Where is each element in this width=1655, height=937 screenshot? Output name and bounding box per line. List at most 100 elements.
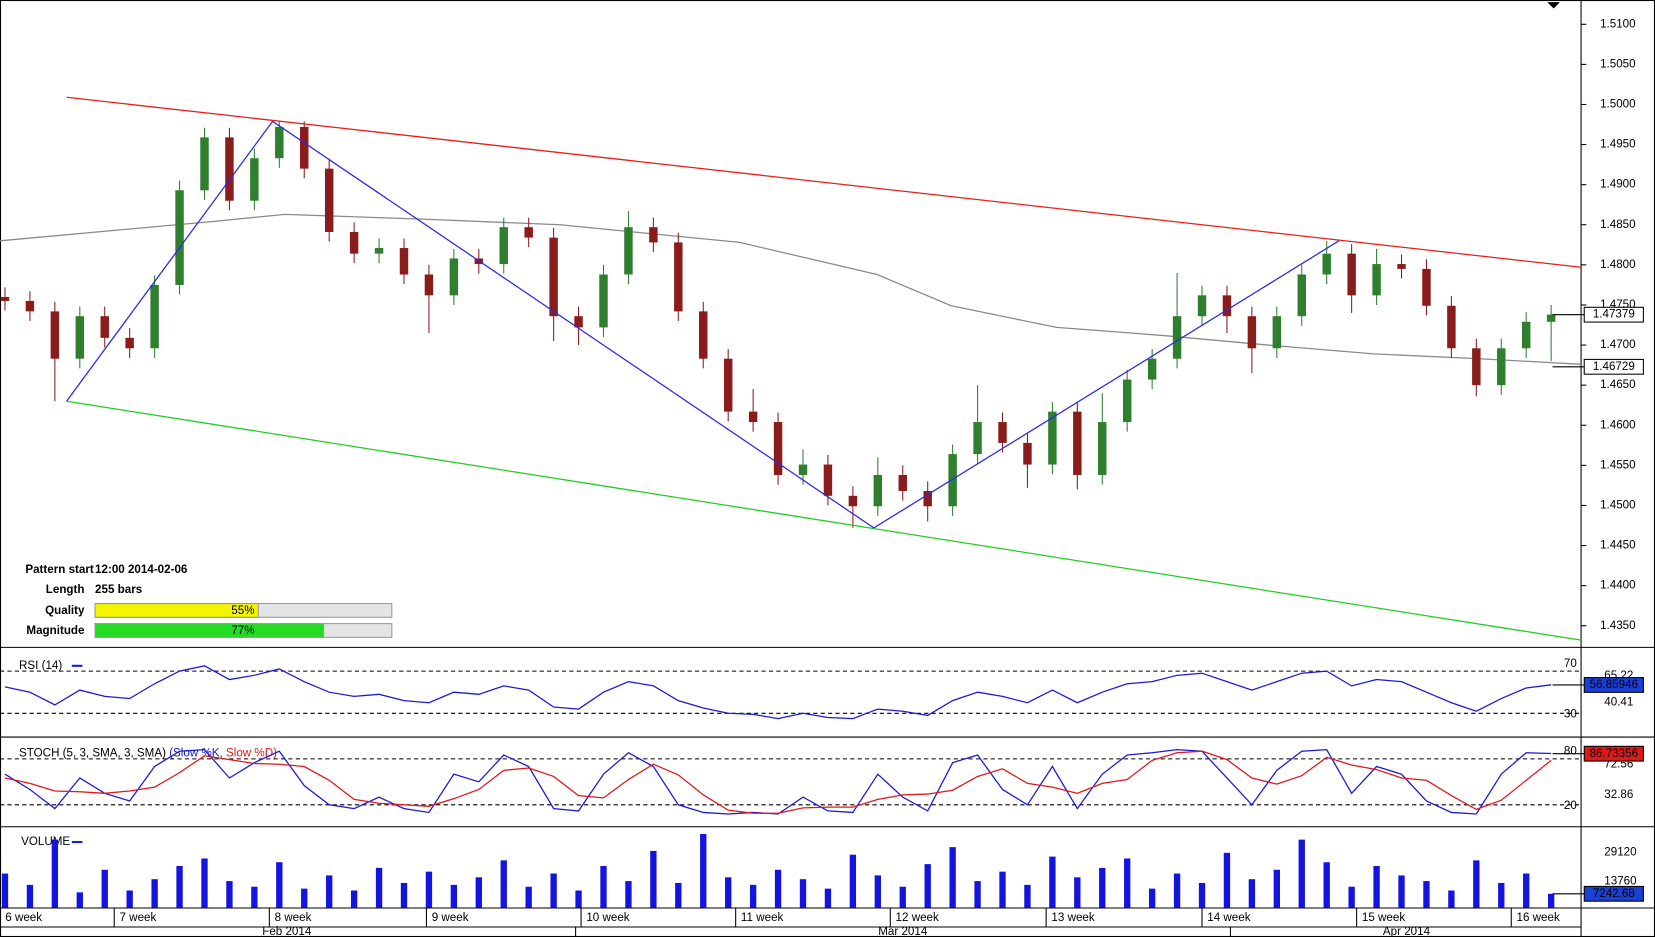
candle-body (50, 311, 60, 359)
x-tick-label: 8 week (275, 911, 312, 924)
y-tick-label: 1.4400 (1600, 579, 1636, 592)
month-label: Mar 2014 (878, 925, 928, 937)
candle-body (0, 296, 10, 301)
volume-bar (350, 890, 358, 908)
trend-line (66, 400, 1582, 641)
value-box-label: 7242.68 (1593, 887, 1635, 900)
candle-body (150, 284, 159, 349)
volume-bar (899, 886, 906, 908)
y-tick-label: 1.4850 (1600, 218, 1636, 231)
volume-bar (725, 877, 732, 908)
volume-bar (1398, 875, 1405, 908)
candle-body (649, 227, 658, 243)
candle-body (1048, 411, 1057, 465)
volume-bar (874, 875, 881, 908)
candle-body (1023, 442, 1032, 465)
candle-body (798, 464, 808, 475)
volume-bar (276, 862, 283, 908)
volume-bar (151, 879, 158, 908)
volume-bar (1298, 839, 1305, 908)
y-tick-label: 1.4450 (1600, 539, 1636, 552)
level-label: 80 (1564, 745, 1577, 758)
length: 255 bars (95, 583, 142, 596)
volume-bar (999, 871, 1006, 908)
y-tick-label: 13760 (1604, 875, 1636, 888)
volume-bar (550, 873, 557, 908)
candle-body (549, 237, 558, 317)
volume-bar (849, 854, 857, 908)
quality-bar (94, 603, 259, 618)
candle-body (349, 231, 359, 254)
candle-body (75, 316, 85, 359)
candle-body (1372, 264, 1381, 296)
candle-body (374, 248, 384, 254)
quality-label: Quality (45, 604, 85, 617)
value-box (1583, 677, 1644, 693)
y-tick-label: 1.4800 (1600, 258, 1636, 271)
volume-bar (450, 884, 458, 908)
candle-body (624, 227, 633, 275)
volume-bar (1, 873, 9, 908)
candle-body (499, 227, 508, 265)
x-tick-label: 12 week (896, 911, 939, 924)
candle-body (324, 168, 334, 232)
month-label: Feb 2014 (262, 925, 312, 937)
candle-body (1297, 274, 1306, 317)
volume-bar (1148, 888, 1156, 908)
legend-d: Slow %D) (226, 746, 277, 759)
volume-bar (700, 833, 707, 908)
indicator-line (4, 665, 1552, 720)
volume-bar (1099, 867, 1106, 908)
candle-body (1172, 316, 1182, 359)
volume-bar (525, 886, 532, 908)
x-tick-label: 16 week (1517, 911, 1560, 924)
x-tick-label: 13 week (1051, 911, 1094, 924)
candle-body (973, 422, 982, 455)
candle-body (300, 126, 309, 169)
magnitude-label: Magnitude (26, 624, 85, 637)
candle-body (823, 464, 833, 496)
indicator-line (4, 749, 1552, 815)
candle-body (225, 137, 234, 201)
pattern-start-label: Pattern start (25, 563, 94, 576)
x-tick-label: 7 week (119, 911, 156, 924)
volume-bar (650, 850, 657, 908)
volume-bar (1373, 866, 1380, 908)
candle-body (1397, 264, 1406, 269)
y-tick-label: 32.86 (1604, 788, 1633, 801)
volume-bar (26, 884, 34, 908)
volume-bar (949, 847, 956, 908)
candle-body (1098, 422, 1107, 475)
y-tick-label: 40.41 (1604, 695, 1633, 708)
volume-bar (799, 879, 807, 908)
month-label: Apr 2014 (1383, 925, 1431, 937)
y-tick-label: 1.5100 (1600, 17, 1636, 30)
candle-body (923, 491, 932, 507)
candle-body (1073, 411, 1082, 475)
candle-body (773, 422, 783, 475)
menu-arrow[interactable] (1547, 2, 1560, 9)
volume-bar (326, 875, 333, 908)
volume-bar (1547, 893, 1555, 908)
volume-bar (500, 860, 507, 908)
candle-body (25, 300, 35, 312)
candle-body (100, 316, 109, 338)
volume-bar (201, 858, 208, 908)
candle-body (998, 422, 1007, 443)
volume-bar (76, 892, 83, 908)
candle-body (748, 411, 758, 423)
candle-body (125, 337, 134, 349)
value-box (1583, 745, 1644, 762)
volume-bar (974, 881, 981, 908)
y-tick-label: 1.4900 (1600, 178, 1636, 191)
volume-bar (251, 886, 258, 908)
candle-body (424, 274, 434, 296)
quality-value: 55% (231, 604, 254, 617)
candle-body (1147, 358, 1157, 380)
x-tick-label: 14 week (1207, 911, 1250, 924)
volume-bar (625, 881, 632, 908)
candle-body (275, 126, 284, 159)
y-tick-label: 1.4700 (1600, 338, 1636, 351)
volume-bar (1423, 881, 1430, 908)
value-box-label: 1.46729 (1593, 360, 1635, 373)
